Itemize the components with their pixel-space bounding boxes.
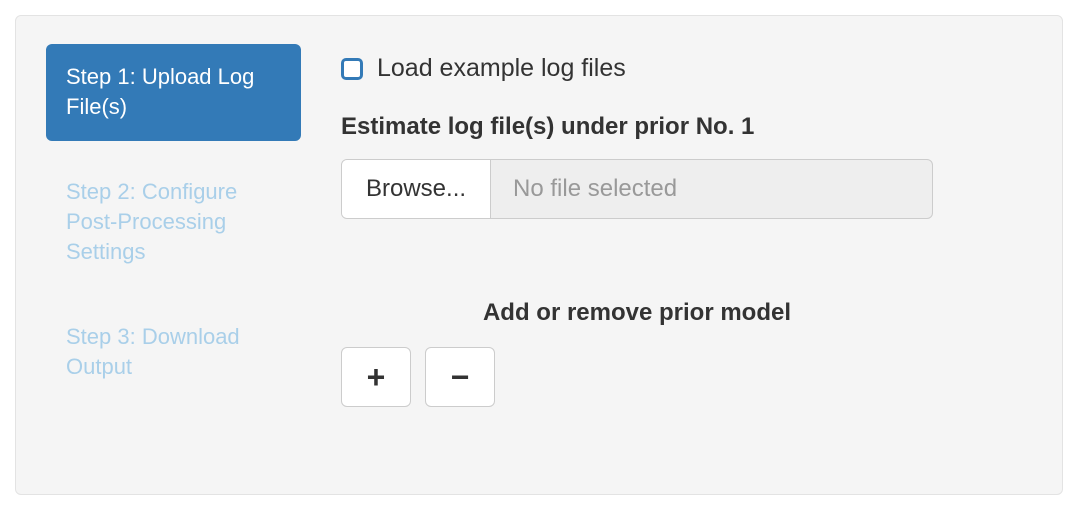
- step-nav-upload[interactable]: Step 1: Upload Log File(s): [46, 44, 301, 141]
- page-root: Step 1: Upload Log File(s) Step 2: Confi…: [0, 0, 1078, 510]
- checkbox-icon: [341, 58, 363, 80]
- main-content: Load example log files Estimate log file…: [341, 44, 1032, 466]
- add-prior-button[interactable]: +: [341, 347, 411, 407]
- load-example-checkbox[interactable]: Load example log files: [341, 54, 1032, 83]
- file-input[interactable]: Browse... No file selected: [341, 159, 933, 219]
- step-nav-configure[interactable]: Step 2: Configure Post-Processing Settin…: [46, 159, 301, 286]
- wizard-panel: Step 1: Upload Log File(s) Step 2: Confi…: [15, 15, 1063, 495]
- step-nav-download[interactable]: Step 3: Download Output: [46, 304, 301, 401]
- remove-prior-button[interactable]: −: [425, 347, 495, 407]
- estimate-heading: Estimate log file(s) under prior No. 1: [341, 113, 1032, 141]
- plus-icon: +: [367, 359, 386, 396]
- step-sidebar: Step 1: Upload Log File(s) Step 2: Confi…: [46, 44, 301, 466]
- prior-heading: Add or remove prior model: [341, 299, 933, 327]
- prior-buttons: + −: [341, 347, 1032, 407]
- file-placeholder: No file selected: [491, 160, 932, 218]
- browse-button[interactable]: Browse...: [342, 160, 491, 218]
- minus-icon: −: [451, 359, 470, 396]
- checkbox-label: Load example log files: [377, 54, 626, 83]
